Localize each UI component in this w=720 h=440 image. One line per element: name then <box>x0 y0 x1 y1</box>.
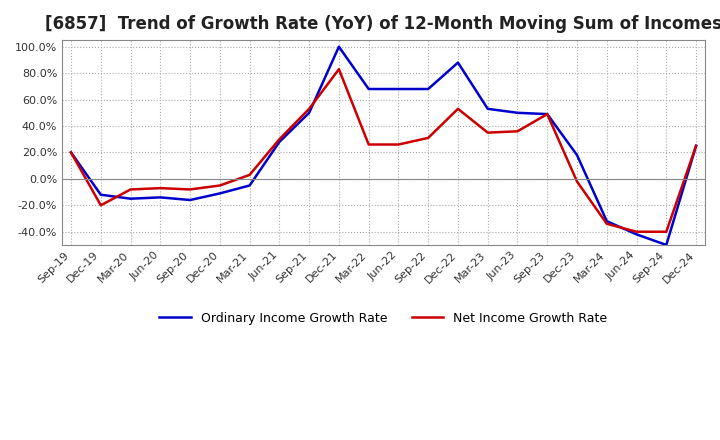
Ordinary Income Growth Rate <box>662 242 670 248</box>
Net Income Growth Rate <box>67 150 76 155</box>
Ordinary Income Growth Rate <box>67 150 76 155</box>
Ordinary Income Growth Rate <box>126 196 135 202</box>
Net Income Growth Rate <box>513 128 522 134</box>
Ordinary Income Growth Rate <box>424 86 433 92</box>
Title: [6857]  Trend of Growth Rate (YoY) of 12-Month Moving Sum of Incomes: [6857] Trend of Growth Rate (YoY) of 12-… <box>45 15 720 33</box>
Ordinary Income Growth Rate <box>603 219 611 224</box>
Ordinary Income Growth Rate <box>513 110 522 115</box>
Net Income Growth Rate <box>275 136 284 142</box>
Ordinary Income Growth Rate <box>632 232 641 237</box>
Net Income Growth Rate <box>335 66 343 72</box>
Ordinary Income Growth Rate <box>305 110 313 115</box>
Ordinary Income Growth Rate <box>96 192 105 198</box>
Net Income Growth Rate <box>632 229 641 235</box>
Net Income Growth Rate <box>454 106 462 111</box>
Net Income Growth Rate <box>692 143 701 148</box>
Net Income Growth Rate <box>246 172 254 178</box>
Net Income Growth Rate <box>543 111 552 117</box>
Net Income Growth Rate <box>96 203 105 208</box>
Net Income Growth Rate <box>364 142 373 147</box>
Ordinary Income Growth Rate <box>215 191 224 196</box>
Ordinary Income Growth Rate <box>692 143 701 148</box>
Net Income Growth Rate <box>662 229 670 235</box>
Ordinary Income Growth Rate <box>483 106 492 111</box>
Net Income Growth Rate <box>424 135 433 140</box>
Ordinary Income Growth Rate <box>454 60 462 65</box>
Net Income Growth Rate <box>483 130 492 135</box>
Ordinary Income Growth Rate <box>335 44 343 49</box>
Net Income Growth Rate <box>156 186 165 191</box>
Line: Ordinary Income Growth Rate: Ordinary Income Growth Rate <box>71 47 696 245</box>
Net Income Growth Rate <box>603 221 611 227</box>
Ordinary Income Growth Rate <box>543 111 552 117</box>
Ordinary Income Growth Rate <box>156 195 165 200</box>
Net Income Growth Rate <box>572 179 581 184</box>
Legend: Ordinary Income Growth Rate, Net Income Growth Rate: Ordinary Income Growth Rate, Net Income … <box>160 312 608 325</box>
Net Income Growth Rate <box>305 106 313 111</box>
Net Income Growth Rate <box>215 183 224 188</box>
Net Income Growth Rate <box>394 142 402 147</box>
Ordinary Income Growth Rate <box>394 86 402 92</box>
Net Income Growth Rate <box>186 187 194 192</box>
Ordinary Income Growth Rate <box>275 139 284 144</box>
Net Income Growth Rate <box>126 187 135 192</box>
Ordinary Income Growth Rate <box>364 86 373 92</box>
Ordinary Income Growth Rate <box>186 198 194 203</box>
Line: Net Income Growth Rate: Net Income Growth Rate <box>71 69 696 232</box>
Ordinary Income Growth Rate <box>572 152 581 158</box>
Ordinary Income Growth Rate <box>246 183 254 188</box>
